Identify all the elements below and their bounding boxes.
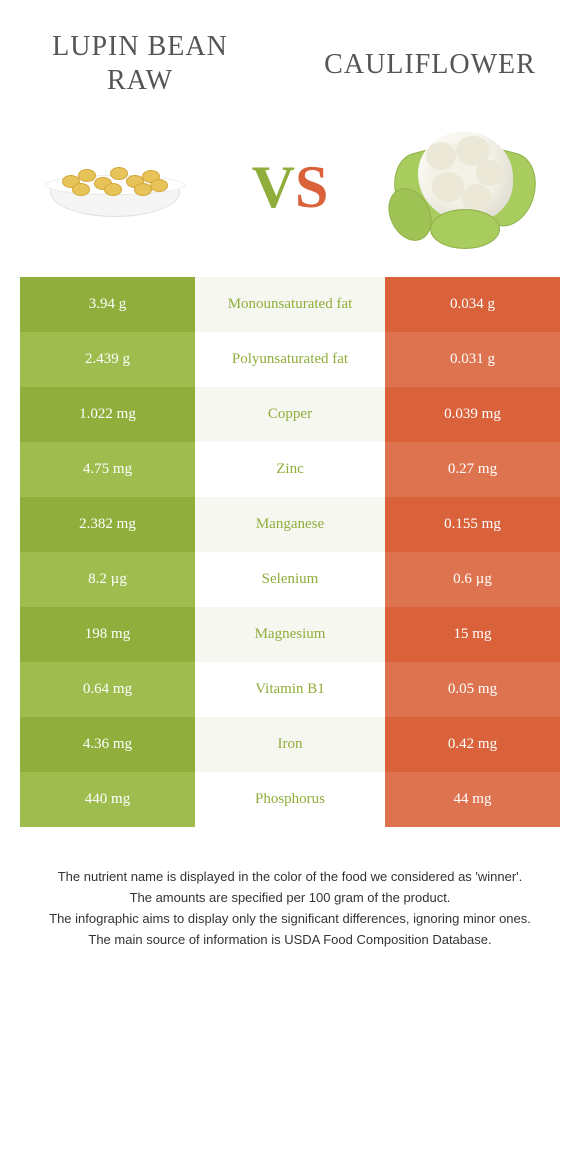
right-value: 0.05 mg <box>385 662 560 717</box>
vs-label: VS <box>252 153 329 222</box>
food-title-left: Lupin bean raw <box>40 30 240 97</box>
left-value: 3.94 g <box>20 277 195 332</box>
nutrient-name: Monounsaturated fat <box>195 277 385 332</box>
right-value: 15 mg <box>385 607 560 662</box>
nutrient-name: Phosphorus <box>195 772 385 827</box>
right-value: 0.6 µg <box>385 552 560 607</box>
left-value: 0.64 mg <box>20 662 195 717</box>
footer-line4: The main source of information is USDA F… <box>30 930 550 951</box>
left-value: 4.75 mg <box>20 442 195 497</box>
table-row: 1.022 mgCopper0.039 mg <box>20 387 560 442</box>
table-row: 2.439 gPolyunsaturated fat0.031 g <box>20 332 560 387</box>
table-row: 3.94 gMonounsaturated fat0.034 g <box>20 277 560 332</box>
nutrient-name: Manganese <box>195 497 385 552</box>
vs-s: S <box>295 154 328 220</box>
food-title-left-line1: Lupin bean <box>40 30 240 64</box>
right-value: 0.031 g <box>385 332 560 387</box>
left-value: 440 mg <box>20 772 195 827</box>
right-value: 0.42 mg <box>385 717 560 772</box>
nutrient-name: Vitamin B1 <box>195 662 385 717</box>
footer-line1: The nutrient name is displayed in the co… <box>30 867 550 888</box>
left-value: 4.36 mg <box>20 717 195 772</box>
lupin-bean-image <box>30 117 200 257</box>
table-row: 4.36 mgIron0.42 mg <box>20 717 560 772</box>
right-value: 0.034 g <box>385 277 560 332</box>
right-value: 44 mg <box>385 772 560 827</box>
table-row: 440 mgPhosphorus44 mg <box>20 772 560 827</box>
right-value: 0.155 mg <box>385 497 560 552</box>
right-value: 0.039 mg <box>385 387 560 442</box>
nutrient-name: Magnesium <box>195 607 385 662</box>
right-value: 0.27 mg <box>385 442 560 497</box>
footer-line2: The amounts are specified per 100 gram o… <box>30 888 550 909</box>
left-value: 8.2 µg <box>20 552 195 607</box>
nutrient-table: 3.94 gMonounsaturated fat0.034 g2.439 gP… <box>20 277 560 827</box>
nutrient-name: Copper <box>195 387 385 442</box>
table-row: 2.382 mgManganese0.155 mg <box>20 497 560 552</box>
left-value: 2.439 g <box>20 332 195 387</box>
vs-v: V <box>252 154 295 220</box>
nutrient-name: Polyunsaturated fat <box>195 332 385 387</box>
footer-notes: The nutrient name is displayed in the co… <box>0 827 580 950</box>
left-value: 1.022 mg <box>20 387 195 442</box>
images-row: VS <box>0 107 580 277</box>
table-row: 198 mgMagnesium15 mg <box>20 607 560 662</box>
table-row: 4.75 mgZinc0.27 mg <box>20 442 560 497</box>
header: Lupin bean raw Cauliflower <box>0 0 580 107</box>
food-title-right: Cauliflower <box>320 30 540 82</box>
footer-line3: The infographic aims to display only the… <box>30 909 550 930</box>
left-value: 198 mg <box>20 607 195 662</box>
food-title-left-line2: raw <box>40 64 240 98</box>
table-row: 8.2 µgSelenium0.6 µg <box>20 552 560 607</box>
cauliflower-image <box>380 117 550 257</box>
nutrient-name: Iron <box>195 717 385 772</box>
left-value: 2.382 mg <box>20 497 195 552</box>
nutrient-name: Selenium <box>195 552 385 607</box>
nutrient-name: Zinc <box>195 442 385 497</box>
table-row: 0.64 mgVitamin B10.05 mg <box>20 662 560 717</box>
